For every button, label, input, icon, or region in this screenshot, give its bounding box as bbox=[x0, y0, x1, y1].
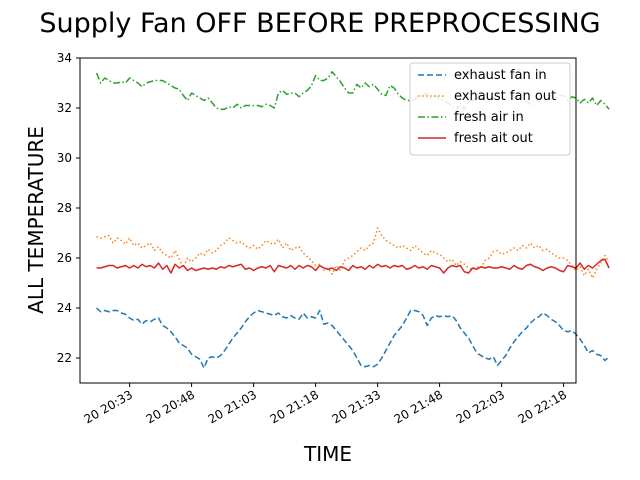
y-tick-label: 22 bbox=[57, 351, 72, 365]
legend-entry: fresh air in bbox=[454, 110, 524, 125]
x-tick-label: 20 22:18 bbox=[516, 387, 569, 426]
legend-box bbox=[409, 62, 571, 156]
legend-entry: exhaust fan in bbox=[454, 68, 547, 83]
series-line-fresh-ait-out bbox=[96, 258, 610, 274]
x-tick-label: 20 21:33 bbox=[330, 387, 383, 426]
x-tick-label: 20 22:03 bbox=[454, 387, 507, 426]
series-group bbox=[95, 71, 610, 369]
y-tick-label: 26 bbox=[57, 251, 72, 265]
y-tick-label: 32 bbox=[57, 101, 72, 115]
series-line-exhaust-fan-in bbox=[96, 307, 610, 369]
y-tick-label: 28 bbox=[57, 201, 72, 215]
series-line-fresh-air-in bbox=[95, 71, 610, 112]
axes-frame bbox=[79, 57, 577, 384]
y-tick-label: 24 bbox=[57, 301, 72, 315]
legend: exhaust fan in exhaust fan out fresh air i… bbox=[409, 62, 571, 156]
x-tick-label: 20 20:48 bbox=[144, 387, 197, 426]
legend-entry: exhaust fan out bbox=[454, 89, 556, 104]
x-tick-label: 20 21:03 bbox=[206, 387, 259, 426]
y-axis-label: ALL TEMPERATURE bbox=[24, 126, 48, 314]
y-tick-label: 30 bbox=[57, 151, 72, 165]
y-axis: 22 24 26 28 30 32 34 bbox=[57, 51, 80, 365]
x-tick-label: 20 21:18 bbox=[268, 387, 321, 426]
x-axis-label: TIME bbox=[303, 442, 352, 466]
chart-title: Supply Fan OFF BEFORE PREPROCESSING bbox=[39, 8, 600, 39]
series-line-exhaust-fan-out bbox=[96, 227, 610, 279]
legend-entry: fresh ait out bbox=[454, 131, 533, 146]
x-tick-label: 20 20:33 bbox=[82, 387, 135, 426]
y-tick-label: 34 bbox=[57, 51, 72, 65]
x-tick-label: 20 21:48 bbox=[392, 387, 445, 426]
x-axis: 20 20:33 20 20:48 20 21:03 20 21:18 20 21:33… bbox=[82, 383, 569, 426]
